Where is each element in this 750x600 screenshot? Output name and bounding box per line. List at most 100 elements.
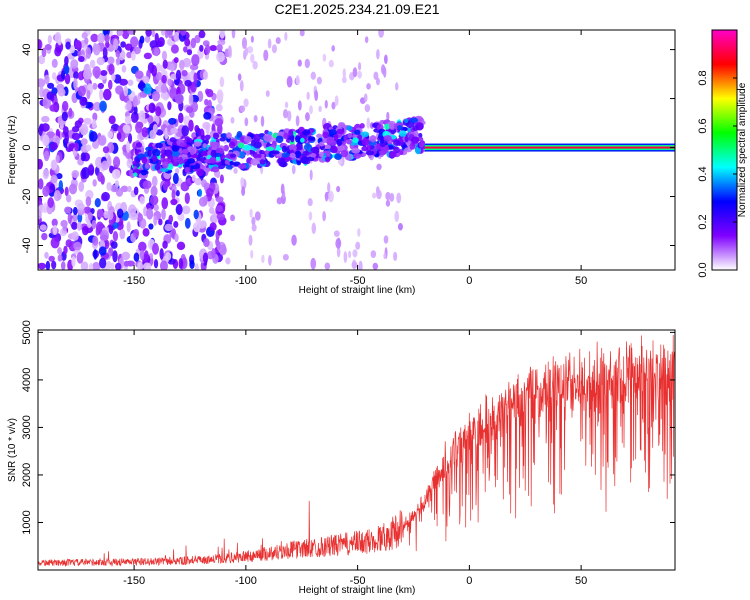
noise-speckle bbox=[90, 33, 99, 43]
tone-line bbox=[424, 146, 675, 149]
noise-speckle bbox=[142, 180, 152, 190]
band-blob bbox=[226, 132, 232, 139]
noise-speckle bbox=[203, 112, 212, 120]
band-blob bbox=[211, 166, 220, 173]
band-blob bbox=[189, 148, 195, 156]
faint-speckle bbox=[268, 255, 272, 266]
band-blob bbox=[384, 123, 390, 130]
noise-speckle bbox=[68, 183, 78, 195]
noise-speckle bbox=[92, 235, 99, 246]
faint-speckle bbox=[240, 177, 245, 187]
snr-y-tick-label: 1000 bbox=[21, 510, 33, 534]
noise-speckle bbox=[102, 146, 110, 154]
band-blob bbox=[330, 145, 338, 154]
noise-speckle bbox=[217, 229, 223, 236]
noise-speckle bbox=[110, 184, 118, 193]
noise-speckle bbox=[162, 240, 168, 249]
band-blob bbox=[300, 137, 305, 143]
noise-speckle bbox=[99, 257, 107, 269]
chart-title: C2E1.2025.234.21.09.E21 bbox=[274, 1, 439, 17]
noise-speckle bbox=[83, 117, 92, 125]
faint-speckle bbox=[357, 228, 361, 237]
noise-speckle bbox=[175, 168, 180, 175]
noise-speckle bbox=[55, 173, 63, 180]
band-blob bbox=[300, 156, 309, 164]
noise-speckle bbox=[215, 170, 221, 179]
band-blob bbox=[259, 159, 266, 165]
noise-speckle bbox=[88, 211, 93, 221]
noise-speckle bbox=[60, 70, 66, 80]
noise-speckle bbox=[77, 85, 86, 97]
noise-speckle bbox=[132, 95, 138, 108]
noise-speckle bbox=[155, 129, 164, 136]
faint-speckle bbox=[267, 38, 272, 49]
noise-speckle bbox=[186, 49, 193, 56]
noise-speckle bbox=[194, 177, 202, 186]
noise-speckle bbox=[153, 215, 158, 226]
noise-speckle bbox=[133, 186, 139, 196]
noise-speckle bbox=[117, 30, 124, 36]
noise-speckle bbox=[85, 47, 92, 59]
noise-speckle bbox=[38, 158, 44, 170]
noise-speckle bbox=[154, 32, 159, 45]
faint-speckle bbox=[393, 251, 398, 262]
band-blob bbox=[310, 147, 319, 153]
band-blob bbox=[359, 123, 365, 129]
band-blob bbox=[396, 125, 403, 131]
faint-speckle bbox=[276, 197, 283, 205]
band-blob bbox=[361, 138, 370, 146]
faint-speckle bbox=[295, 74, 300, 86]
band-blob bbox=[167, 154, 173, 160]
band-blob bbox=[294, 150, 302, 159]
noise-speckle bbox=[130, 50, 136, 61]
noise-speckle bbox=[77, 203, 85, 211]
noise-speckle bbox=[151, 64, 158, 77]
noise-speckle bbox=[190, 81, 197, 93]
faint-speckle bbox=[239, 105, 246, 113]
band-blob bbox=[271, 150, 280, 155]
snr-y-tick-label: 2000 bbox=[21, 463, 33, 487]
noise-speckle bbox=[92, 179, 97, 187]
noise-speckle bbox=[50, 237, 60, 249]
band-blob bbox=[186, 137, 193, 143]
noise-speckle bbox=[99, 100, 107, 112]
band-blob bbox=[215, 147, 225, 155]
noise-speckle bbox=[69, 45, 76, 54]
band-blob bbox=[169, 137, 176, 143]
faint-speckle bbox=[284, 101, 289, 109]
noise-speckle bbox=[156, 71, 162, 81]
band-blob bbox=[144, 163, 150, 169]
band-blob bbox=[409, 117, 419, 123]
faint-speckle bbox=[271, 44, 278, 54]
faint-speckle bbox=[244, 117, 249, 127]
noise-speckle bbox=[198, 30, 206, 39]
noise-speckle bbox=[115, 188, 124, 197]
noise-speckle bbox=[50, 174, 58, 184]
faint-speckle bbox=[376, 189, 382, 200]
band-blob bbox=[147, 149, 152, 157]
noise-speckle bbox=[82, 69, 92, 80]
noise-speckle bbox=[188, 119, 194, 132]
band-blob bbox=[393, 139, 401, 146]
band-blob bbox=[145, 146, 154, 152]
noise-speckle bbox=[64, 56, 69, 66]
band-blob bbox=[295, 135, 301, 143]
noise-speckle bbox=[89, 131, 98, 142]
band-blob bbox=[265, 146, 274, 152]
band-blob bbox=[351, 147, 361, 154]
band-blob bbox=[162, 161, 169, 169]
noise-speckle bbox=[47, 82, 55, 89]
noise-speckle bbox=[219, 76, 225, 88]
faint-speckle bbox=[297, 100, 302, 111]
faint-speckle bbox=[316, 76, 322, 85]
faint-speckle bbox=[261, 254, 265, 264]
noise-speckle bbox=[151, 175, 158, 187]
noise-speckle bbox=[108, 224, 114, 235]
noise-speckle bbox=[45, 260, 51, 270]
band-blob bbox=[135, 142, 143, 148]
noise-speckle bbox=[127, 79, 134, 87]
noise-speckle bbox=[160, 83, 168, 94]
spectrogram-x-axis-label: Height of straight line (km) bbox=[299, 285, 416, 296]
noise-speckle bbox=[159, 260, 168, 270]
snr-y-tick-label: 5000 bbox=[21, 320, 33, 344]
